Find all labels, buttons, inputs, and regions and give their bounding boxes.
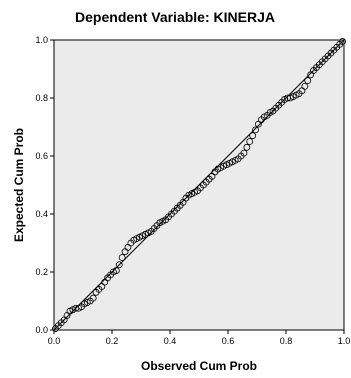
data-point (301, 83, 309, 90)
x-tick-label: 0.6 (222, 336, 235, 346)
data-points (52, 38, 346, 332)
data-point (118, 254, 126, 261)
y-tick-label: 0.2 (35, 267, 48, 277)
chart-title: Dependent Variable: KINERJA (75, 9, 275, 25)
data-point (115, 261, 123, 269)
x-tick-label: 0.0 (48, 336, 61, 346)
data-point (304, 77, 312, 84)
data-point (249, 132, 257, 140)
x-tick-label: 1.0 (338, 336, 351, 346)
data-point (112, 267, 120, 274)
y-tick-label: 1.0 (35, 35, 48, 45)
data-point (339, 38, 346, 45)
data-point (89, 294, 97, 302)
y-axis-label: Expected Cum Prob (12, 128, 26, 242)
x-tick-label: 0.8 (280, 336, 293, 346)
y-tick-label: 0.4 (35, 209, 48, 219)
x-tick-label: 0.4 (164, 336, 177, 346)
axis-ticks: 0.0 0.2 0.4 0.6 0.8 1.0 0.0 0.2 0.4 0.6 0.8 1.0 (35, 35, 350, 346)
y-tick-label: 0.8 (35, 93, 48, 103)
x-axis-label: Observed Cum Prob (141, 359, 257, 373)
data-point (252, 126, 259, 134)
data-point (243, 143, 251, 151)
data-point (246, 138, 254, 145)
y-tick-label: 0.0 (35, 325, 48, 335)
x-tick-label: 0.2 (106, 336, 119, 346)
data-point (240, 149, 248, 157)
y-tick-label: 0.6 (35, 151, 48, 161)
